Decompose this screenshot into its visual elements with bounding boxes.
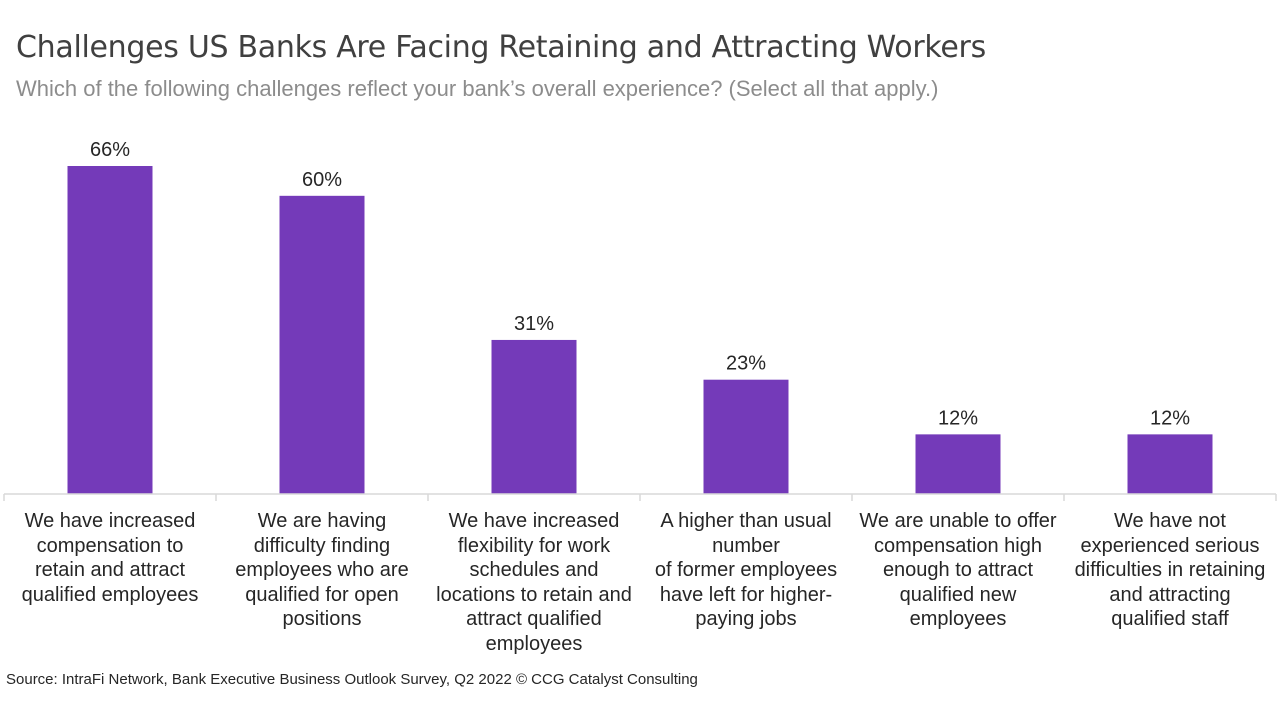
- bar-3: [491, 339, 577, 494]
- category-label-4: A higher than usual number of former emp…: [654, 510, 838, 630]
- category-label-3: We have increased flexibility for work s…: [436, 510, 632, 655]
- bar-1: [67, 166, 153, 494]
- category-label-5: We are unable to offer compensation high…: [859, 510, 1057, 630]
- category-label-6: We have not experienced serious difficul…: [1074, 510, 1266, 630]
- value-label-3: 31%: [514, 313, 554, 335]
- value-label-4: 23%: [726, 353, 766, 375]
- x-axis-ticks: [3, 494, 1277, 501]
- bar-5: [915, 434, 1001, 494]
- value-label-2: 60%: [302, 169, 342, 191]
- category-label-2: We are having difficulty finding employe…: [235, 510, 409, 630]
- chart-title: Challenges US Banks Are Facing Retaining…: [16, 30, 986, 65]
- bar-4: [703, 379, 789, 494]
- value-label-1: 66%: [90, 139, 130, 161]
- category-label-1: We have increased compensation to retain…: [21, 510, 199, 606]
- bars-group: [67, 166, 1213, 494]
- bar-2: [279, 195, 365, 494]
- bar-6: [1127, 434, 1213, 494]
- chart-subtitle: Which of the following challenges reflec…: [16, 76, 939, 101]
- value-labels-group: 66% 60% 31% 23% 12% 12%: [90, 139, 1190, 429]
- source-note: Source: IntraFi Network, Bank Executive …: [6, 671, 698, 688]
- value-label-6: 12%: [1150, 407, 1190, 429]
- value-label-5: 12%: [938, 407, 978, 429]
